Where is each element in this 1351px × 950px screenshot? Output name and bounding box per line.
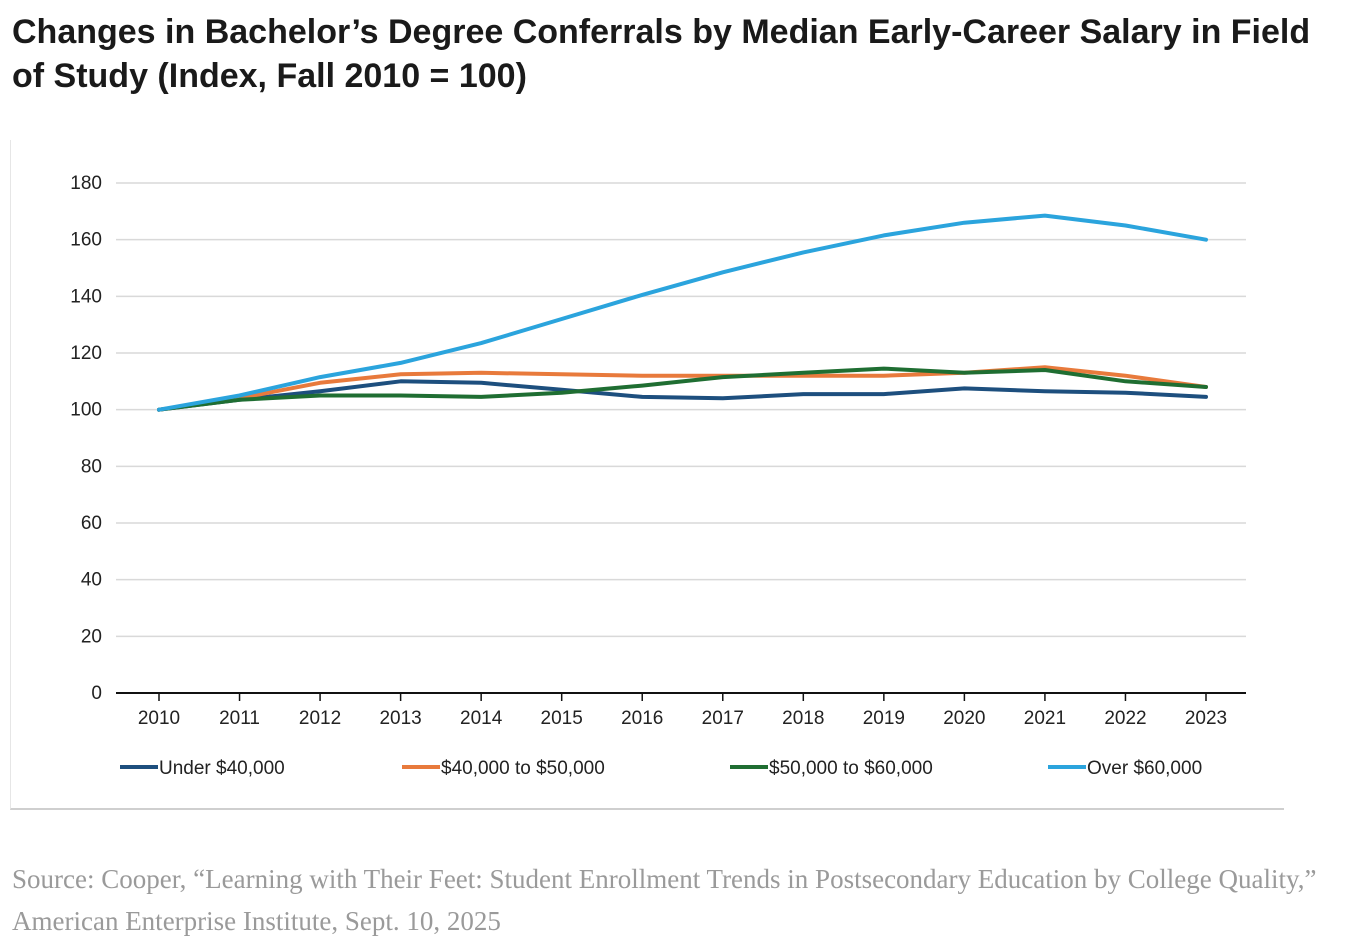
x-tick-label: 2015 [541,708,583,729]
y-tick-label: 80 [81,456,102,477]
x-tick-label: 2022 [1104,708,1146,729]
legend-label: Under $40,000 [159,758,285,779]
x-tick-label: 2013 [379,708,421,729]
legend-label: Over $60,000 [1087,758,1202,779]
x-tick-label: 2010 [138,708,180,729]
series-line [157,213,1208,412]
chart-frame [10,140,1284,810]
x-tick-label: 2019 [863,708,905,729]
x-tick-label: 2016 [621,708,663,729]
y-tick-label: 60 [81,513,102,534]
y-tick-label: 100 [70,400,102,421]
gridlines [116,182,1246,638]
y-tick-label: 180 [70,173,102,194]
x-tick-label: 2012 [299,708,341,729]
y-tick-label: 160 [70,230,102,251]
series-line [157,365,1208,412]
y-tick-label: 40 [81,570,102,591]
chart-title: Changes in Bachelor’s Degree Conferrals … [12,13,1311,95]
legend: Under $40,000 $40,000 to $50,000 $50,000 t… [120,758,1202,779]
y-tick-label: 20 [81,626,102,647]
x-tick-label: 2018 [782,708,824,729]
series-lines [157,213,1208,412]
x-tick-label: 2017 [702,708,744,729]
x-tick-label: 2011 [219,708,260,729]
series-line [157,366,1208,412]
source-note: Source: Cooper, “Learning with Their Fee… [12,864,1317,936]
series-line [157,379,1208,412]
x-tick-label: 2021 [1024,708,1066,729]
x-axis-ticks: 2010 2011 2012 2013 2014 2015 2016 2017 2018 2019… [138,693,1227,729]
y-tick-label: 140 [70,286,102,307]
y-tick-label: 120 [70,343,102,364]
legend-label: $40,000 to $50,000 [441,758,605,779]
x-tick-label: 2014 [460,708,503,729]
legend-label: $50,000 to $60,000 [769,758,933,779]
x-tick-label: 2023 [1185,708,1227,729]
y-axis-ticks: 0 20 40 60 80 100 120 140 160 180 [70,173,102,704]
y-tick-label: 0 [91,683,102,704]
x-tick-label: 2020 [943,708,985,729]
